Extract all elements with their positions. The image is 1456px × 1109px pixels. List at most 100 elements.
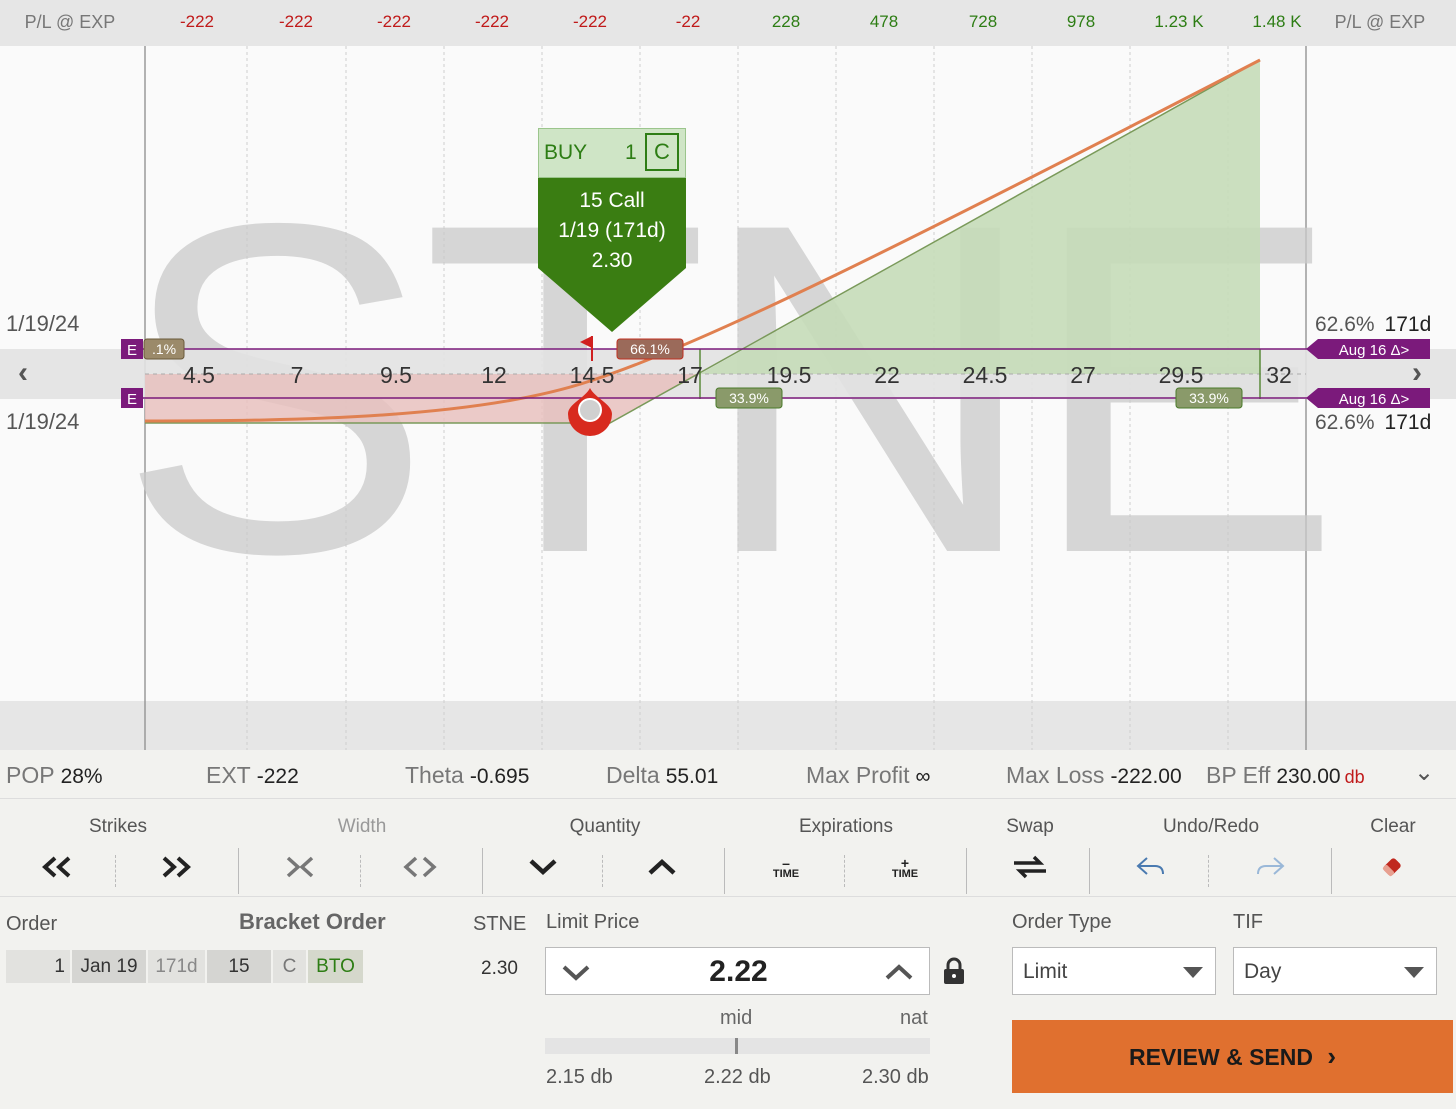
order-leg-popup[interactable]: BUY 1 C 15 Call 1/19 (171d) 2.30: [538, 128, 686, 332]
probability-tag: 33.9%: [1175, 387, 1243, 409]
chevron-up-icon[interactable]: [883, 961, 915, 983]
lock-icon[interactable]: [942, 957, 966, 985]
narrow-icon: [286, 856, 314, 878]
stats-row: POP 28% EXT -222 Theta -0.695 Delta 55.01 Ma…: [0, 752, 1456, 799]
expiry-e-tag-top[interactable]: E: [121, 339, 143, 359]
leg-quantity: 1: [625, 141, 637, 164]
leg-expiration: 1/19 (171d): [558, 219, 666, 242]
range-mid: 2.22 db: [704, 1066, 771, 1088]
separator: [360, 855, 362, 887]
separator: [238, 848, 239, 894]
ext-value: -222: [256, 765, 299, 788]
probability-tag: 33.9%: [715, 387, 783, 409]
plus-icon: +: [900, 855, 910, 871]
leg-type-toggle[interactable]: C: [645, 133, 679, 171]
strike-label: 22: [874, 362, 900, 388]
time-label: TIME: [772, 868, 800, 880]
max-profit-value: ∞: [915, 765, 931, 788]
strike-label: 29.5: [1159, 362, 1204, 388]
strike-label: 7: [291, 362, 304, 388]
chevron-down-icon: [529, 859, 557, 876]
double-chevron-right-icon: [162, 856, 191, 878]
order-expiration[interactable]: Jan 19: [72, 950, 146, 983]
iv-percent: 62.6%: [1315, 411, 1375, 434]
quantity-down-button[interactable]: [523, 852, 563, 890]
widen-icon: [403, 856, 437, 878]
order-dte: 171d: [148, 950, 205, 983]
pl-value: 728: [968, 12, 998, 31]
redo-button[interactable]: [1250, 852, 1290, 890]
quantity-up-button[interactable]: [642, 852, 682, 890]
popup-body: 15 Call 1/19 (171d) 2.30: [538, 178, 686, 272]
probability-tag: 66.1%: [616, 338, 684, 360]
order-strike[interactable]: 15: [207, 950, 271, 983]
pl-bar-right-label: P/L @ EXP: [1334, 12, 1426, 32]
svg-text:Aug 16 Δ>: Aug 16 Δ>: [1339, 391, 1410, 408]
pl-value: -22: [675, 12, 701, 31]
strike-label: 27: [1070, 362, 1096, 388]
order-label: Order: [6, 913, 58, 935]
separator: [844, 855, 846, 887]
undo-icon: [1136, 857, 1164, 875]
chevron-left-icon[interactable]: ‹: [18, 356, 28, 389]
expiry-tag-top[interactable]: Aug 16 Δ>: [1306, 339, 1430, 359]
width-narrow-button[interactable]: [280, 852, 320, 890]
expiry-tag-bottom[interactable]: Aug 16 Δ>: [1306, 388, 1430, 408]
expiration-earlier-button[interactable]: – TIME: [766, 852, 806, 896]
limit-price-value[interactable]: 2.22: [709, 955, 768, 988]
limit-price-input[interactable]: 2.22: [545, 947, 930, 995]
leg-action: BUY: [544, 141, 588, 164]
date-label-top: 1/19/24: [6, 311, 80, 336]
strike-label: 12: [481, 362, 507, 388]
undo-button[interactable]: [1131, 852, 1171, 890]
pop-label: POP: [6, 762, 55, 788]
max-loss-stat: Max Loss -222.00: [1006, 762, 1182, 789]
slider-handle[interactable]: [735, 1038, 738, 1054]
svg-text:E: E: [127, 391, 137, 408]
caret-down-icon: [1183, 967, 1203, 978]
separator: [1208, 855, 1210, 887]
order-type-select[interactable]: Limit: [1012, 947, 1216, 995]
current-price-marker[interactable]: [568, 388, 612, 436]
max-loss-label: Max Loss: [1006, 762, 1105, 788]
expiry-e-tag-bottom[interactable]: E: [121, 388, 143, 408]
chevron-down-icon[interactable]: [560, 961, 592, 983]
clear-button[interactable]: [1372, 852, 1412, 890]
pl-value: 978: [1066, 12, 1096, 31]
svg-text:33.9%: 33.9%: [1189, 390, 1229, 406]
pl-value: -222: [179, 12, 215, 31]
leg-description: 15 Call: [579, 189, 645, 212]
order-action[interactable]: BTO: [308, 950, 363, 983]
chevron-down-icon[interactable]: ⌄: [1414, 759, 1435, 786]
chevron-right-icon: ›: [1327, 1041, 1337, 1071]
bp-effect-value: 230.00: [1276, 765, 1341, 788]
swap-button[interactable]: [1010, 852, 1050, 890]
leg-price: 2.30: [591, 249, 633, 272]
order-quantity[interactable]: 1: [6, 950, 70, 983]
svg-text:Aug 16 Δ>: Aug 16 Δ>: [1339, 342, 1410, 359]
bracket-order-link[interactable]: Bracket Order: [239, 909, 386, 934]
separator: [1331, 848, 1332, 894]
price-slider[interactable]: [545, 1038, 930, 1054]
review-send-button[interactable]: REVIEW & SEND ›: [1012, 1020, 1453, 1093]
order-type-call[interactable]: C: [273, 950, 306, 983]
separator: [602, 855, 604, 887]
pl-value: 1.23 K: [1154, 12, 1204, 31]
risk-graph[interactable]: STNE 4.5 7 9.5 12 14.5 17 19.5 22 24.5 2…: [0, 46, 1456, 750]
chevron-up-icon: [648, 858, 676, 875]
strikes-up-button[interactable]: [156, 852, 196, 890]
strikes-down-button[interactable]: [37, 852, 77, 890]
swap-icon: [1014, 855, 1046, 879]
delta-label: Delta: [606, 762, 660, 788]
chevron-right-icon[interactable]: ›: [1412, 356, 1422, 389]
mid-label: mid: [720, 1007, 753, 1029]
tif-select[interactable]: Day: [1233, 947, 1437, 995]
strike-label: 14.5: [570, 362, 615, 388]
theta-label: Theta: [405, 762, 464, 788]
separator: [115, 855, 117, 887]
theta-value: -0.695: [469, 765, 530, 788]
pl-at-expiration-bar: P/L @ EXP -222 -222 -222 -222 -222 -22 2…: [0, 0, 1456, 46]
expiration-later-button[interactable]: + TIME: [885, 852, 925, 896]
width-widen-button[interactable]: [400, 852, 440, 890]
separator: [966, 848, 967, 894]
